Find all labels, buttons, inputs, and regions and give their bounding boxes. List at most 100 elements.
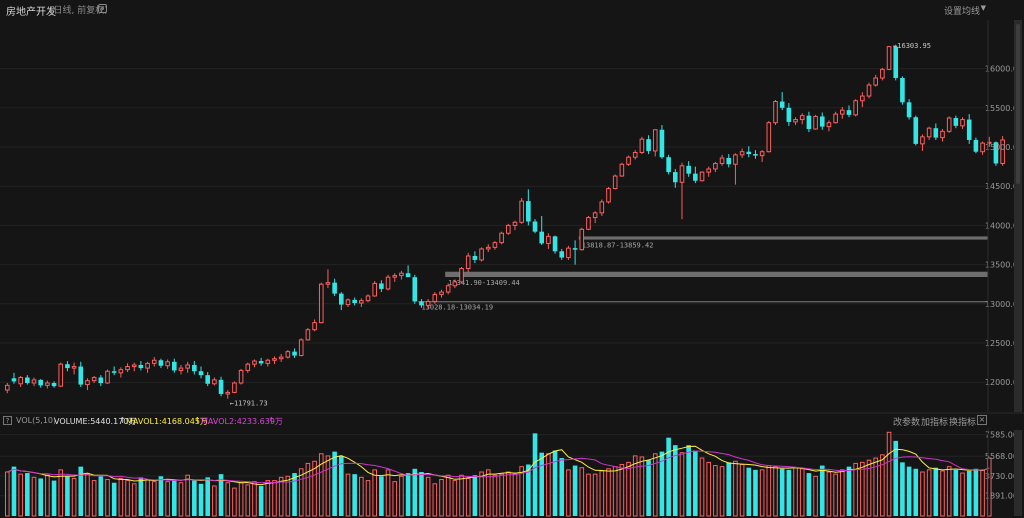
candle-body-down [913, 117, 919, 144]
volume-bar-up [58, 469, 64, 517]
set-moving-average-button[interactable]: 设置均线 [943, 7, 980, 17]
price-chart[interactable]: 13818.87-13859.42 13341.90-13409.44 13028.… [0, 0, 1024, 412]
mavol1-line [7, 445, 990, 486]
volume-bar-up [272, 480, 277, 517]
chevron-down-icon[interactable]: ▼ [980, 4, 986, 12]
volume-bar-down [779, 468, 785, 516]
volume-bar-up [920, 471, 925, 517]
candle-body-up [766, 122, 772, 153]
mavol1-value: MAVOL1:4168.045万 [126, 417, 208, 426]
volume-bar-up [840, 469, 845, 517]
candle-body-up [652, 129, 658, 152]
price-scrollbar-thumb[interactable] [1016, 24, 1020, 184]
volume-bar-up [399, 475, 404, 517]
candle-body-up [245, 363, 251, 371]
candle-body-down [65, 364, 70, 369]
volume-bar-up [499, 473, 504, 517]
candle-body-up [165, 361, 170, 367]
candle-body-up [873, 77, 879, 86]
volume-bar-up [579, 467, 585, 517]
volume-bar-up [606, 468, 611, 517]
candle-body-up [826, 122, 832, 128]
edit-params-button[interactable]: 改参数 [893, 418, 921, 428]
close-indicator-icon[interactable]: × [977, 415, 987, 425]
candle-body-down [218, 379, 224, 394]
candle-body-down [111, 371, 117, 373]
volume-bar-up [345, 473, 351, 517]
indicator-name[interactable]: VOL(5,10) [16, 416, 57, 425]
candle-body-up [85, 380, 90, 386]
volume-bars [5, 431, 992, 517]
candle-body-down [933, 128, 939, 138]
candle-body-up [232, 382, 237, 393]
volume-bar-down [539, 452, 544, 516]
candle-body-up [626, 156, 631, 165]
candle-body-up [606, 188, 611, 203]
volume-bar-up [165, 481, 170, 517]
candle-body-up [739, 151, 745, 156]
volume-bar-up [826, 471, 832, 517]
candle-body-down [138, 364, 144, 369]
volume-bar-down [786, 469, 792, 516]
candle-body-up [880, 68, 885, 79]
candle-body-up [465, 255, 471, 270]
mavol1-up-arrow-icon: ↑ [194, 416, 201, 425]
volume-bar-down [753, 469, 758, 516]
help-icon[interactable]: ? [3, 416, 12, 425]
volume-bar-down [332, 451, 337, 516]
adjust-mode-label[interactable]: (日线, 前复权) [50, 6, 108, 16]
volume-bar-down [138, 477, 144, 516]
candle-body-up [773, 101, 778, 124]
volume-bar-up [265, 480, 271, 517]
volume-bar-up [632, 455, 638, 517]
volume-bar-up [926, 469, 932, 517]
candle-body-down [11, 378, 17, 382]
candle-body-up [866, 84, 872, 97]
candle-body-up [546, 235, 551, 244]
candle-body-up [512, 221, 518, 226]
candle-body-down [819, 116, 825, 127]
candle-body-up [853, 100, 858, 116]
candle-body-up [719, 157, 725, 164]
candle-body-up [125, 366, 130, 371]
candle-body-up [926, 127, 932, 138]
settings-gear-icon[interactable] [98, 4, 107, 13]
volume-bar-down [292, 473, 297, 516]
candle-body-up [439, 291, 444, 295]
candle-body-up [579, 228, 585, 251]
candle-body-down [659, 129, 665, 158]
candle-body-down [405, 273, 411, 278]
candle-body-up [813, 115, 818, 130]
volume-bar-up [719, 466, 725, 517]
candle-body-up [365, 295, 371, 302]
switch-indicator-button[interactable]: 换指标 [949, 418, 977, 428]
candle-body-up [5, 384, 10, 391]
stock-title[interactable]: 房地产开发 [6, 7, 56, 18]
volume-bar-down [666, 437, 671, 516]
volume-bar-up [492, 474, 498, 517]
volume-bar-down [819, 465, 825, 516]
candle-body-up [45, 382, 50, 386]
volume-bar-down [552, 450, 558, 516]
candle-body-down [258, 361, 264, 364]
volume-bar-down [572, 465, 578, 516]
volume-bar-up [365, 480, 371, 517]
volume-scrollbar[interactable] [1014, 430, 1022, 516]
volume-value: VOLUME:5440.170万 [54, 417, 137, 426]
volume-bar-up [506, 471, 511, 517]
volume-bar-down [11, 466, 17, 516]
candle-body-up [485, 246, 491, 250]
price-scrollbar[interactable] [1014, 20, 1022, 412]
price-annotations: ←16303.95 ←11791.73 [230, 42, 931, 408]
volume-bar-up [713, 465, 718, 517]
candle-body-up [238, 369, 244, 384]
candle-body-up [278, 356, 284, 360]
volume-bar-down [339, 455, 344, 516]
candle-body-up [452, 281, 458, 287]
add-indicator-button[interactable]: 加指标 [921, 418, 949, 428]
volume-bar-up [85, 473, 90, 517]
candle-body-up [960, 119, 965, 127]
candle-body-down [966, 119, 972, 140]
candle-body-up [639, 138, 645, 153]
support-zone-label: 13028.18-13034.19 [421, 304, 493, 312]
